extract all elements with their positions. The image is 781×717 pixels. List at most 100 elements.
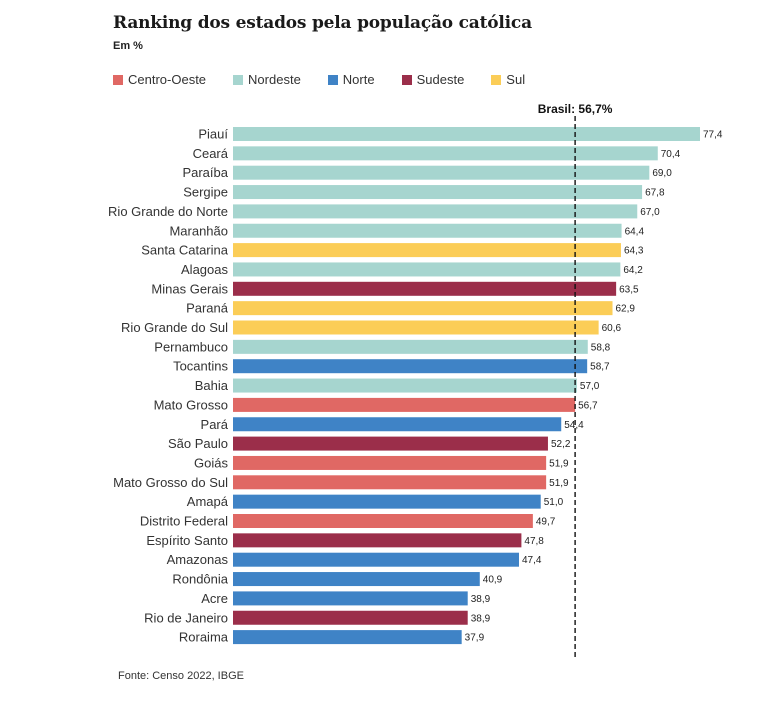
legend-label-nordeste: Nordeste xyxy=(248,72,301,87)
bar xyxy=(233,281,617,296)
category-label: Goiás xyxy=(194,455,228,470)
legend-swatch-centro-oeste xyxy=(113,74,123,85)
value-label: 51,9 xyxy=(549,478,569,489)
bar xyxy=(233,146,658,161)
value-label: 51,0 xyxy=(544,497,564,508)
category-label: Mato Grosso xyxy=(154,397,228,412)
category-label: São Paulo xyxy=(168,436,228,451)
value-label: 38,9 xyxy=(471,613,491,624)
value-label: 58,8 xyxy=(591,342,611,353)
category-label: Maranhão xyxy=(169,223,228,238)
bar xyxy=(233,630,462,645)
value-label: 64,3 xyxy=(624,246,644,257)
legend-item-nordeste: Nordeste xyxy=(233,72,301,87)
bar xyxy=(233,127,700,141)
legend-item-centro-oeste: Centro-Oeste xyxy=(113,72,206,87)
legend-label-sudeste: Sudeste xyxy=(416,72,465,87)
value-label: 52,2 xyxy=(551,439,571,450)
value-label: 64,4 xyxy=(625,226,645,237)
value-label: 58,7 xyxy=(590,362,610,373)
bar xyxy=(233,223,622,238)
legend-swatch-nordeste xyxy=(233,74,244,85)
category-label: Paraná xyxy=(186,301,229,316)
bar xyxy=(233,397,576,412)
value-label: 69,0 xyxy=(652,168,672,179)
category-label: Bahia xyxy=(195,378,229,393)
bar xyxy=(233,262,621,277)
value-label: 63,5 xyxy=(619,284,639,295)
category-label: Ceará xyxy=(193,146,229,161)
bar xyxy=(233,436,548,451)
legend-item-sudeste: Sudeste xyxy=(401,72,465,87)
category-label: Piauí xyxy=(198,127,228,142)
category-label: Pará xyxy=(201,417,229,432)
chart-subtitle: Em % xyxy=(113,40,143,52)
legend-item-sul: Sul xyxy=(491,72,525,87)
bar xyxy=(233,339,588,354)
category-label: Rio Grande do Norte xyxy=(108,204,228,219)
category-label: Sergipe xyxy=(183,185,228,200)
value-label: 70,4 xyxy=(661,149,681,160)
bar xyxy=(233,591,468,606)
legend-label-norte: Norte xyxy=(342,72,375,87)
category-label: Amazonas xyxy=(167,552,229,567)
value-label: 56,7 xyxy=(578,400,598,411)
value-label: 54,4 xyxy=(564,420,584,431)
bar xyxy=(233,378,577,393)
bar xyxy=(233,514,533,528)
category-label: Rondônia xyxy=(172,572,228,587)
category-label: Amapá xyxy=(187,494,229,509)
bar xyxy=(233,320,599,335)
legend-swatch-sudeste xyxy=(401,74,412,85)
bar xyxy=(233,475,547,490)
bar xyxy=(233,552,519,567)
category-label: Pernambuco xyxy=(154,339,228,354)
bar xyxy=(233,494,541,509)
category-label: Roraima xyxy=(179,630,229,645)
value-label: 38,9 xyxy=(471,594,491,605)
bar xyxy=(233,243,621,258)
bar xyxy=(233,359,588,374)
category-label: Paraíba xyxy=(182,165,228,180)
bar xyxy=(233,572,480,587)
bar xyxy=(233,301,613,316)
category-label: Acre xyxy=(201,591,228,606)
value-label: 77,4 xyxy=(703,130,723,141)
category-label: Rio Grande do Sul xyxy=(121,320,228,335)
bar xyxy=(233,610,468,625)
legend-swatch-norte xyxy=(327,74,338,85)
category-label: Santa Catarina xyxy=(141,243,228,258)
value-label: 40,9 xyxy=(483,575,503,586)
legend-label-centro-oeste: Centro-Oeste xyxy=(128,72,207,87)
category-label: Mato Grosso do Sul xyxy=(113,475,228,490)
category-label: Rio de Janeiro xyxy=(144,610,228,625)
category-label: Minas Gerais xyxy=(151,281,228,296)
value-label: 62,9 xyxy=(616,304,636,315)
value-label: 51,9 xyxy=(549,458,569,469)
value-label: 57,0 xyxy=(580,381,600,392)
legend-swatch-sul xyxy=(491,74,502,85)
category-label: Distrito Federal xyxy=(140,514,228,529)
category-label: Tocantins xyxy=(173,359,228,374)
value-label: 47,8 xyxy=(524,536,544,547)
reference-line-label: Brasil: 56,7% xyxy=(538,102,613,116)
source-note: Fonte: Censo 2022, IBGE xyxy=(118,670,244,682)
value-label: 67,8 xyxy=(645,188,665,199)
bar xyxy=(233,533,522,548)
bar xyxy=(233,455,547,470)
value-label: 67,0 xyxy=(640,207,660,218)
value-label: 64,2 xyxy=(623,265,643,276)
chart-title: Ranking dos estados pela população catól… xyxy=(113,13,532,33)
bar xyxy=(233,417,562,432)
bar xyxy=(233,185,643,200)
legend-label-sul: Sul xyxy=(506,72,526,87)
legend-item-norte: Norte xyxy=(327,72,375,87)
value-label: 49,7 xyxy=(536,517,556,528)
category-label: Alagoas xyxy=(181,262,228,277)
value-label: 60,6 xyxy=(602,323,622,334)
bar xyxy=(233,204,638,219)
legend: Centro-Oeste Nordeste Norte Sudeste Sul xyxy=(113,72,552,87)
value-label: 47,4 xyxy=(522,555,542,566)
bar xyxy=(233,165,650,180)
